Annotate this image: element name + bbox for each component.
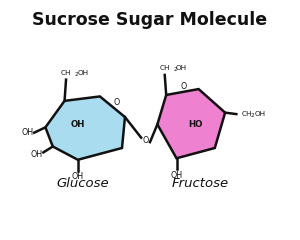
Text: O: O <box>142 136 149 145</box>
Text: Fructose: Fructose <box>172 177 229 190</box>
Text: 2: 2 <box>75 72 79 77</box>
Text: OH: OH <box>70 120 85 129</box>
Text: OH: OH <box>21 128 33 137</box>
Text: CH: CH <box>160 65 170 71</box>
Text: OH: OH <box>72 172 84 181</box>
Text: OH: OH <box>170 171 183 180</box>
Text: OH: OH <box>31 150 43 159</box>
Polygon shape <box>158 89 225 158</box>
Text: Sucrose Sugar Molecule: Sucrose Sugar Molecule <box>32 11 268 29</box>
Text: O: O <box>181 82 187 91</box>
Polygon shape <box>45 96 125 160</box>
Text: Glucose: Glucose <box>56 177 109 190</box>
Text: 2: 2 <box>174 67 178 72</box>
Text: CH: CH <box>241 111 252 117</box>
Text: OH: OH <box>176 65 187 71</box>
Text: CH: CH <box>61 70 71 76</box>
Text: O: O <box>114 98 120 107</box>
Text: HO: HO <box>188 120 203 129</box>
Text: OH: OH <box>77 70 88 76</box>
Text: OH: OH <box>255 111 266 117</box>
Text: 2: 2 <box>251 113 255 118</box>
